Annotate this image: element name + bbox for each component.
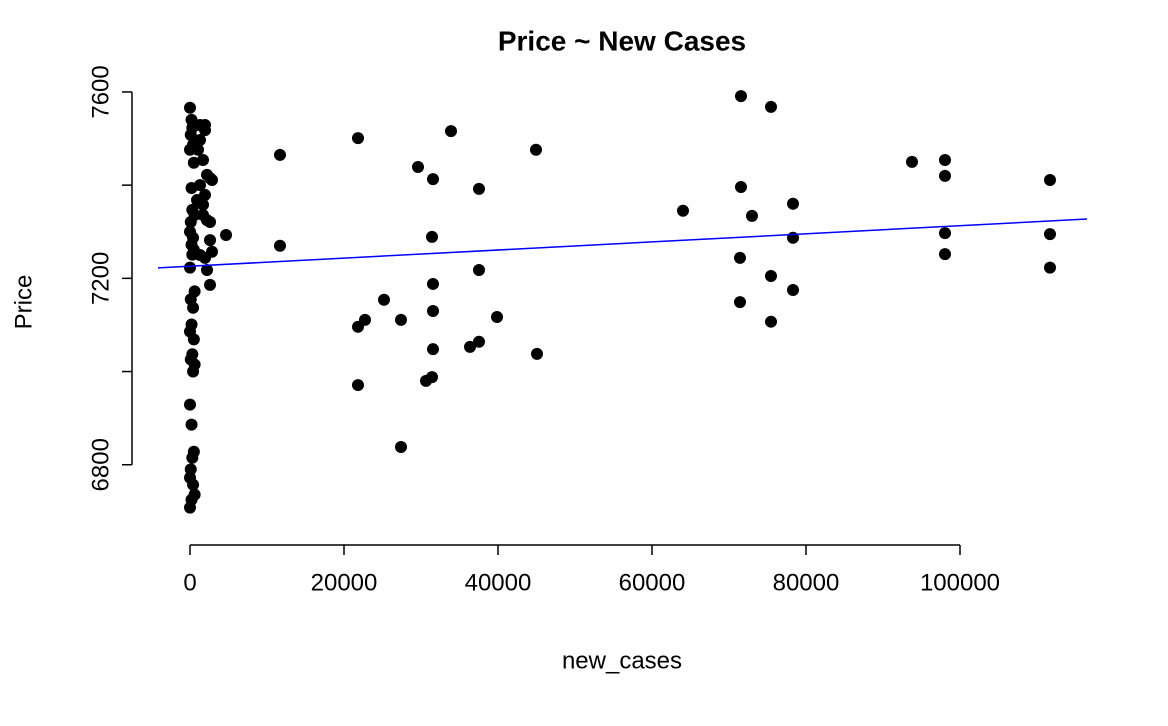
point <box>184 501 197 514</box>
point <box>378 293 391 306</box>
x-axis-label: new_cases <box>562 647 682 674</box>
point <box>938 227 951 240</box>
trend-line <box>157 218 1088 269</box>
point <box>204 278 217 291</box>
y-axis-label: Price <box>10 275 37 330</box>
point <box>426 230 439 243</box>
point <box>426 173 439 186</box>
y-tick-label: 7600 <box>87 65 114 118</box>
point <box>187 301 200 314</box>
point <box>676 204 689 217</box>
point <box>472 263 485 276</box>
chart-title: Price ~ New Cases <box>498 25 746 56</box>
point <box>444 125 457 138</box>
x-tick-label: 80000 <box>773 569 840 596</box>
point <box>184 215 197 228</box>
point <box>472 182 485 195</box>
point <box>734 181 747 194</box>
point <box>184 398 197 411</box>
point <box>187 156 200 169</box>
point <box>273 239 286 252</box>
point <box>204 234 217 247</box>
point <box>938 169 951 182</box>
point <box>197 198 210 211</box>
point <box>938 248 951 261</box>
point <box>351 379 364 392</box>
point <box>426 343 439 356</box>
point <box>1043 174 1056 187</box>
point <box>351 132 364 145</box>
point <box>220 229 233 242</box>
point <box>426 277 439 290</box>
x-tick-label: 40000 <box>465 569 532 596</box>
point <box>185 418 198 431</box>
point <box>787 284 800 296</box>
point <box>734 90 747 103</box>
point <box>206 245 219 258</box>
point <box>206 174 219 187</box>
point <box>395 313 408 326</box>
point <box>530 347 543 360</box>
x-tick-label: 60000 <box>619 569 686 596</box>
point <box>765 100 778 113</box>
point <box>204 215 217 228</box>
x-tick-label: 20000 <box>311 569 378 596</box>
point <box>464 340 477 353</box>
point <box>187 333 200 346</box>
point <box>745 209 758 222</box>
point <box>194 179 207 192</box>
point <box>787 197 800 210</box>
point <box>765 270 778 283</box>
point <box>194 133 207 146</box>
point <box>905 155 918 168</box>
point <box>395 441 408 454</box>
point <box>734 251 747 264</box>
point <box>184 128 197 141</box>
point <box>938 153 951 166</box>
point <box>201 263 214 276</box>
point <box>197 153 210 166</box>
point <box>358 313 371 326</box>
point <box>1043 228 1056 241</box>
y-tick-label: 6800 <box>87 438 114 491</box>
point <box>192 143 205 156</box>
point <box>472 335 485 348</box>
y-tick-label: 7200 <box>87 252 114 305</box>
point <box>411 160 424 173</box>
point <box>529 143 542 156</box>
point <box>187 478 200 491</box>
x-tick-label: 0 <box>183 569 196 596</box>
point <box>426 304 439 317</box>
point <box>184 261 197 274</box>
point <box>186 451 199 464</box>
point <box>1043 261 1056 274</box>
point <box>273 148 286 161</box>
point <box>187 365 200 378</box>
point <box>734 296 747 309</box>
point <box>184 101 197 114</box>
x-tick-label: 100000 <box>920 569 1000 596</box>
point <box>490 311 503 324</box>
point <box>426 371 439 384</box>
point <box>765 315 778 328</box>
point <box>199 124 212 137</box>
